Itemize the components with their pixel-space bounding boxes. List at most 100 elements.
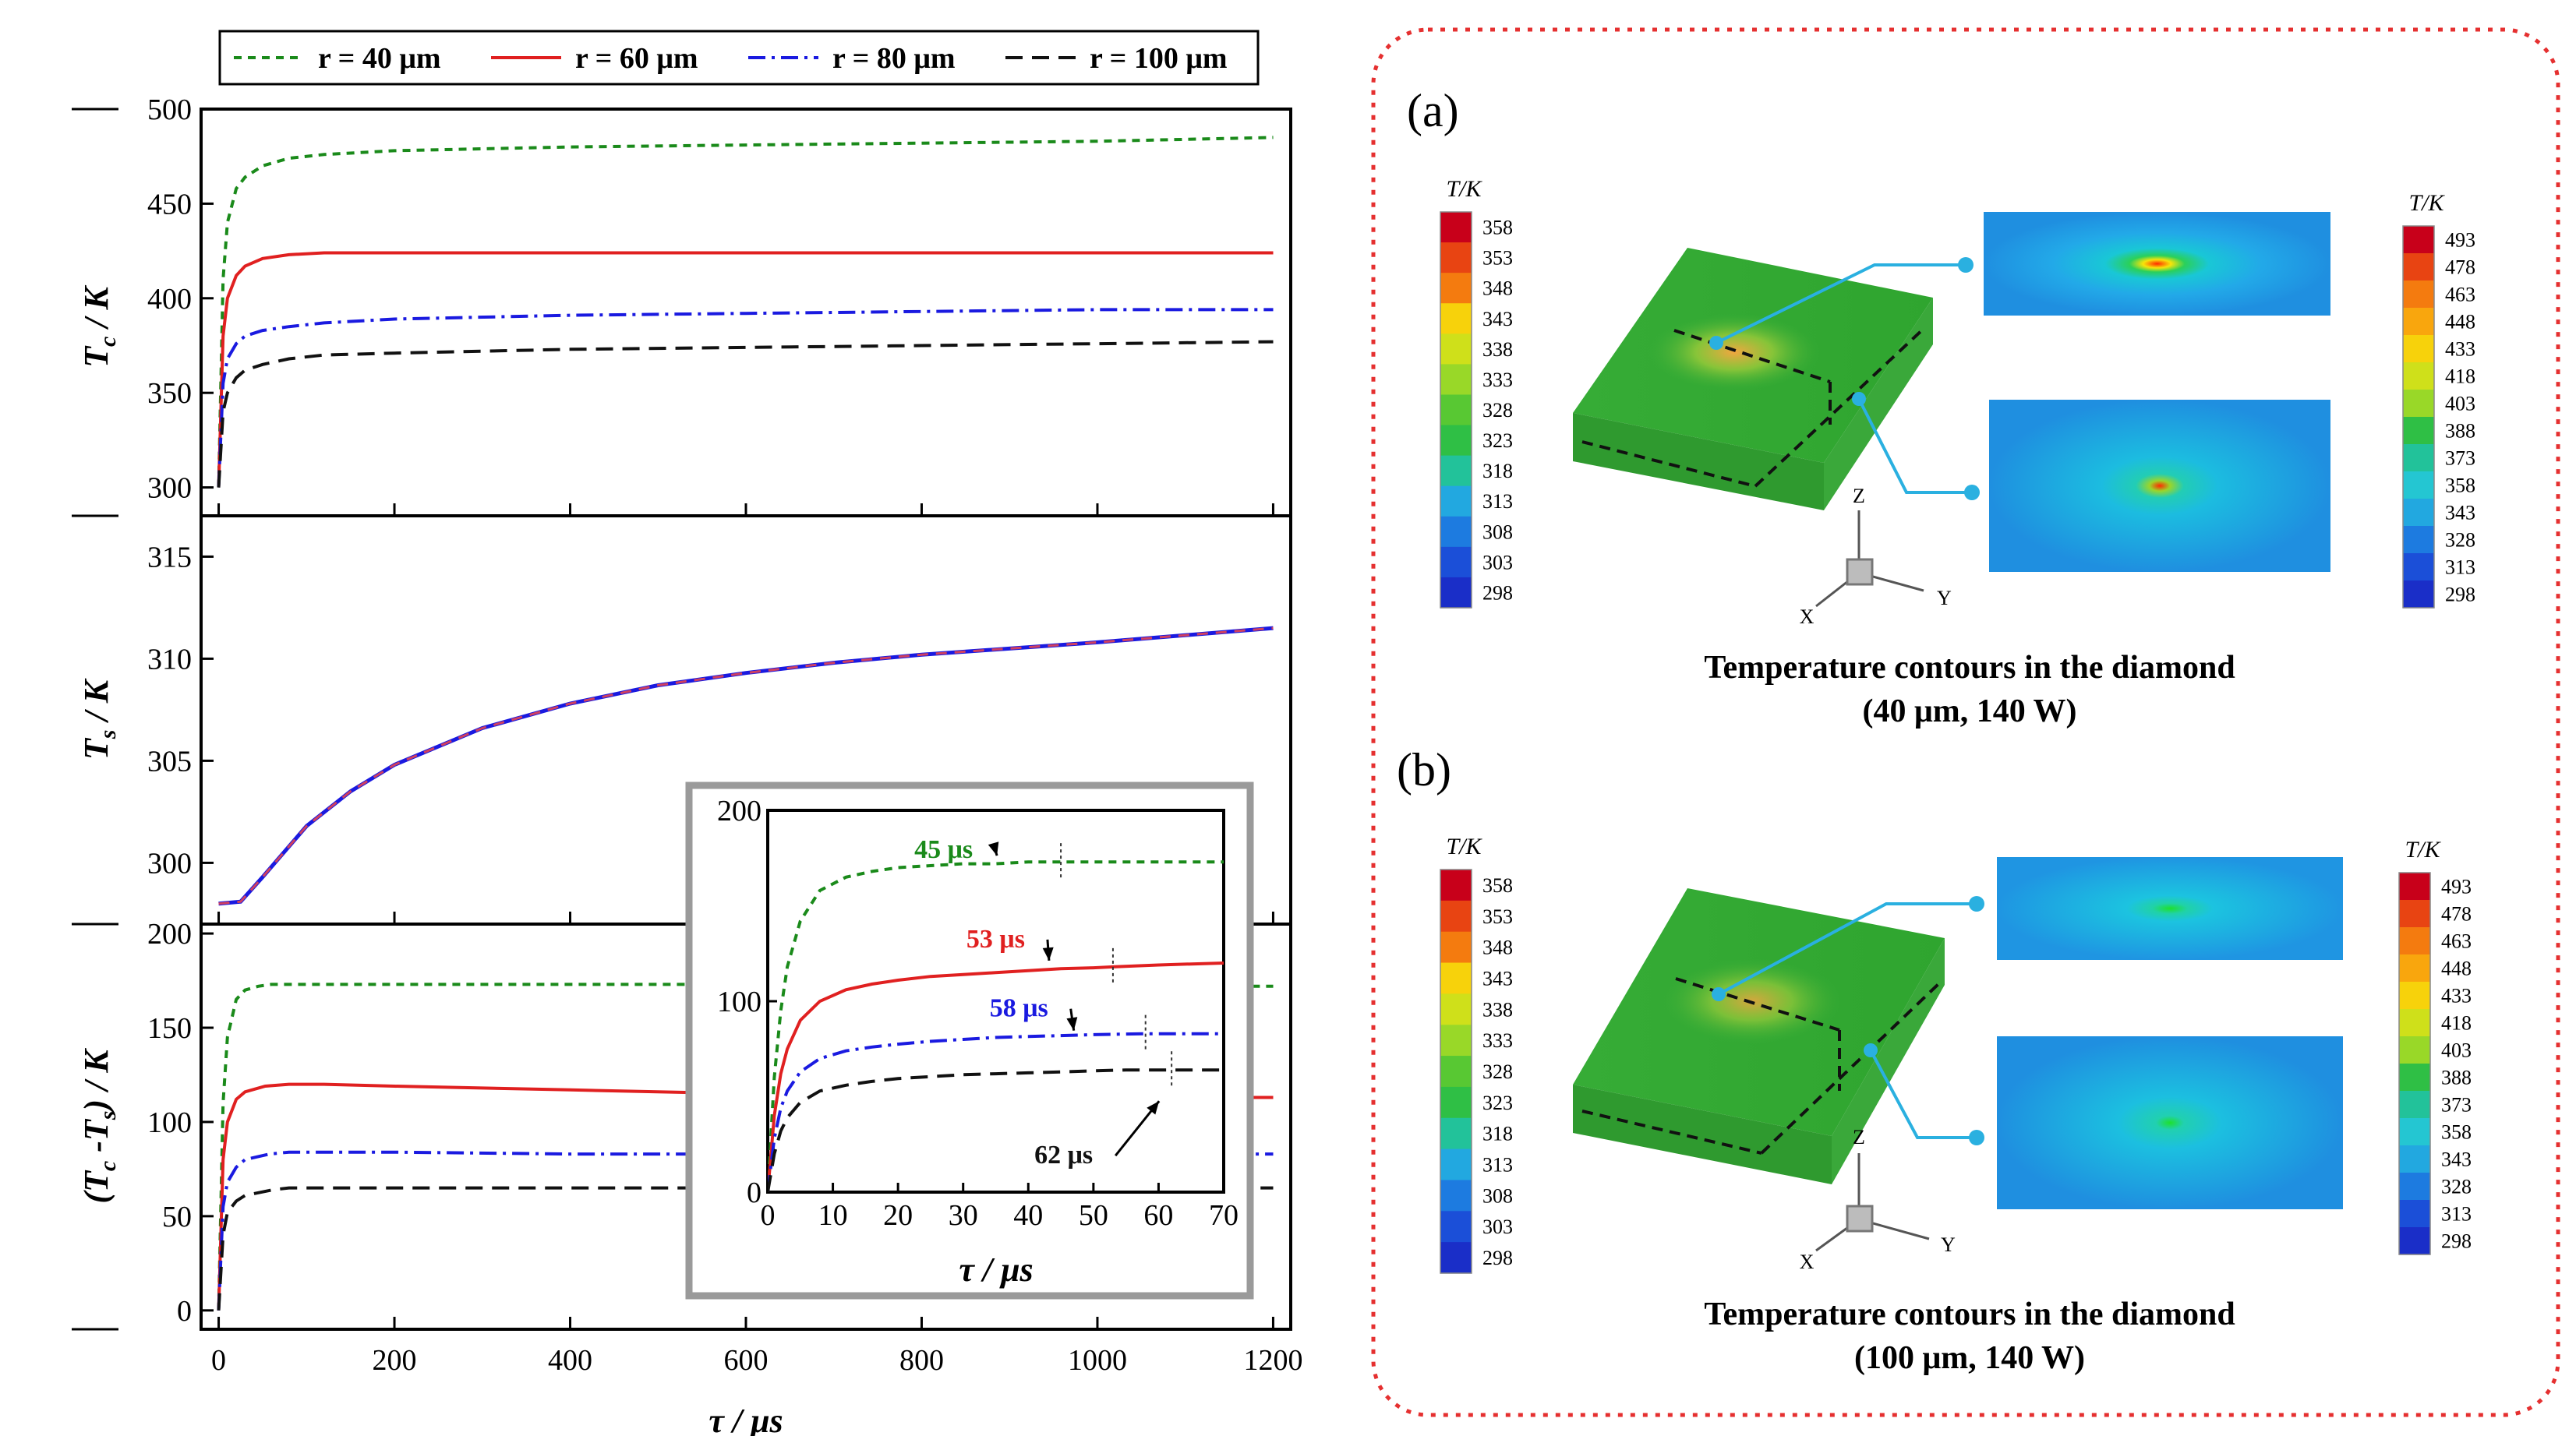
axis-z-label: Z: [1853, 1126, 1865, 1148]
colorbar-segment: [2399, 1200, 2430, 1228]
contour-slice-a-top: [1984, 212, 2330, 316]
colorbar-segment: [2403, 444, 2434, 472]
colorbar-segment: [2403, 580, 2434, 609]
colorbar-tick-label: 298: [2441, 1230, 2472, 1253]
x-tick-label: 1000: [1068, 1344, 1127, 1377]
colorbar-segment: [2399, 1064, 2430, 1092]
contour-slice-a-mid: [1989, 400, 2330, 572]
colorbar-title: T/K: [2408, 190, 2445, 216]
colorbar-tick-label: 338: [1482, 338, 1513, 361]
y-tick-label: 350: [147, 377, 192, 410]
annotation-label: 53 μs: [966, 925, 1025, 954]
y-label-tc: Tc / K: [77, 284, 121, 367]
annotation-label: 45 μs: [914, 835, 973, 864]
annotation-label: 62 μs: [1034, 1141, 1093, 1170]
subfigure-a: (a) T/K358353348343338333328323318313308…: [1407, 85, 2475, 729]
annotation-arrowhead: [1042, 947, 1054, 961]
callout-lines-a: [1709, 257, 1980, 500]
colorbar-tick-label: 328: [2441, 1176, 2472, 1198]
colorbar-tick-label: 358: [1482, 874, 1513, 897]
inset-x-tick-label: 50: [1079, 1199, 1108, 1232]
colorbar-segment: [2403, 362, 2434, 390]
y-tick-label: 50: [162, 1201, 192, 1233]
colorbar-segment: [1440, 993, 1472, 1025]
colorbar-tick-label: 328: [1482, 399, 1513, 422]
series-line: [217, 251, 1274, 488]
colorbar-tick-label: 448: [2441, 958, 2472, 980]
axis-x-label: X: [1800, 605, 1815, 628]
colorbar-segment: [1440, 394, 1472, 426]
series-line: [217, 308, 1274, 488]
colorbar-tick-label: 373: [2441, 1094, 2472, 1117]
colorbar-segment: [2403, 280, 2434, 309]
colorbar-frame: [2402, 225, 2435, 609]
y-tick-label: 100: [147, 1106, 192, 1139]
colorbar-tick-label: 303: [1482, 1215, 1513, 1238]
colorbar-tick-label: 308: [1482, 520, 1513, 543]
colorbar-tick-label: 348: [1482, 937, 1513, 959]
colorbar-segment: [1440, 1086, 1472, 1119]
inset: τ / μs 0 10 20 30 40 50 60 70 0 100 200 45 μs 53 μs…: [685, 782, 1254, 1300]
y-tick-label: 400: [147, 283, 192, 316]
x-tick-label: 200: [373, 1344, 417, 1377]
inset-y-tick-label: 200: [717, 795, 761, 827]
colorbar-segment: [1440, 1025, 1472, 1057]
colorbar-segment: [2399, 1227, 2430, 1255]
right-panel-frame: [1371, 27, 2560, 1417]
colorbar-segment: [1440, 1056, 1472, 1088]
axis-z-label: Z: [1853, 485, 1865, 507]
caption-a-line1: Temperature contours in the diamond: [1704, 650, 2235, 686]
inset-x-tick-label: 20: [883, 1199, 913, 1232]
colorbar-tick-label: 333: [1482, 369, 1513, 391]
annotation-arrowhead: [988, 841, 999, 856]
colorbar-segment: [2403, 390, 2434, 418]
colorbar-tick-label: 343: [1482, 967, 1513, 990]
colorbar-tick-label: 463: [2445, 284, 2475, 306]
colorbar-tick-label: 463: [2441, 930, 2472, 953]
y-tick-label: 305: [147, 745, 192, 778]
x-tick-label: 400: [548, 1344, 592, 1377]
colorbar-tick-label: 328: [2445, 529, 2475, 552]
series-line: [218, 626, 1274, 905]
colorbar-segment: [2403, 253, 2434, 281]
colorbar-segment: [2399, 954, 2430, 983]
colorbar-segment: [1440, 870, 1472, 901]
axis-y-label: Y: [1941, 1233, 1956, 1256]
caption-b-line1: Temperature contours in the diamond: [1704, 1297, 2235, 1332]
colorbar-segment: [1440, 1148, 1472, 1181]
caption-b-line2: (100 μm, 140 W): [1854, 1340, 2085, 1376]
colorbar-tick-label: 433: [2441, 985, 2472, 1007]
x-tick-label: 1200: [1243, 1344, 1302, 1377]
colorbar-segment: [2403, 308, 2434, 336]
colorbar-tick-label: 338: [1482, 998, 1513, 1021]
y-tick-label: 200: [147, 918, 192, 951]
colorbar-tick-label: 403: [2441, 1039, 2472, 1062]
colorbar-segment: [2399, 1173, 2430, 1201]
colorbar-tick-label: 358: [2441, 1121, 2472, 1144]
diamond-block-b: [1573, 888, 1945, 1184]
colorbar-tick-label: 478: [2445, 256, 2475, 279]
colorbar-frame: [1440, 211, 1472, 609]
colorbar-segment: [1440, 455, 1472, 487]
inset-x-tick-label: 70: [1209, 1199, 1239, 1232]
colorbar-tick-label: 388: [2441, 1067, 2472, 1089]
colorbar-segment: [2399, 1091, 2430, 1119]
subfig-label-b: (b): [1397, 744, 1451, 796]
x-tick-label: 600: [724, 1344, 769, 1377]
colorbar-tick-label: 318: [1482, 460, 1513, 482]
legend-label: r = 100 μm: [1090, 42, 1228, 75]
colorbar-frame: [1440, 869, 1472, 1274]
inset-x-tick-label: 30: [949, 1199, 978, 1232]
annotation-label: 58 μs: [990, 994, 1048, 1023]
axes-triad-b: [1815, 1153, 1930, 1252]
caption-a-line2: (40 μm, 140 W): [1862, 693, 2076, 729]
subfig-label-a: (a): [1407, 85, 1459, 136]
colorbar-segment: [1440, 1242, 1472, 1274]
inset-y-tick-label: 0: [747, 1177, 761, 1209]
colorbar-segment: [1440, 516, 1472, 548]
y-tick-label: 310: [147, 643, 192, 676]
y-tick-label: 150: [147, 1012, 192, 1045]
colorbar-tick-label: 313: [1482, 1154, 1513, 1177]
colorbar-segment: [2403, 417, 2434, 445]
